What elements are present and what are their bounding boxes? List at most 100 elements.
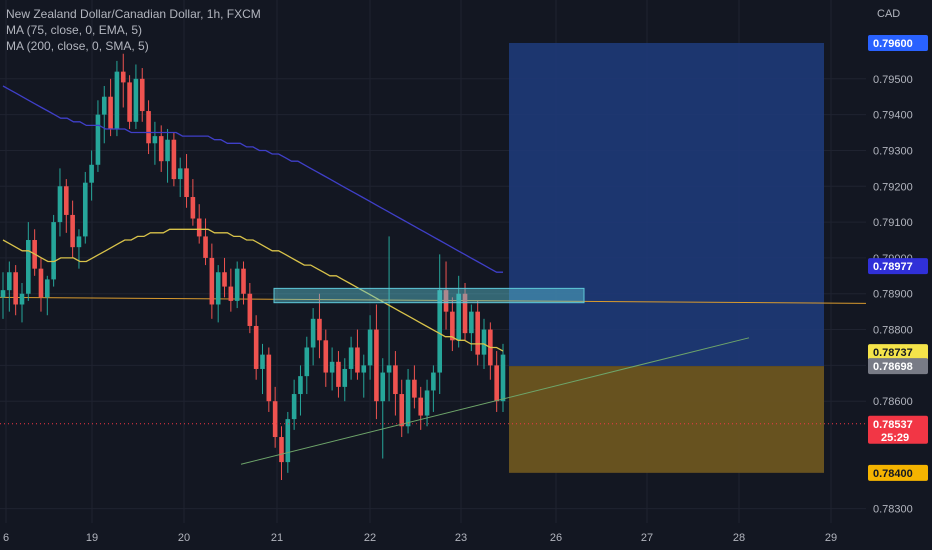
y-tick-label: 0.78900 bbox=[873, 289, 913, 301]
x-tick-label: 29 bbox=[825, 532, 837, 544]
candle-body bbox=[127, 82, 132, 122]
candle-body bbox=[222, 272, 227, 287]
price-tag-text: 0.78977 bbox=[873, 261, 913, 273]
candle-body bbox=[342, 368, 348, 387]
candle-body bbox=[481, 329, 487, 355]
candle-body bbox=[443, 290, 449, 312]
chart-legend: New Zealand Dollar/Canadian Dollar, 1h, … bbox=[6, 6, 261, 54]
price-tag-text: 0.78537 bbox=[873, 419, 913, 431]
candle-body bbox=[215, 272, 221, 305]
candle-body bbox=[469, 311, 474, 334]
y-tick-label: 0.79400 bbox=[873, 110, 913, 122]
candle-body bbox=[7, 272, 12, 291]
candle-body bbox=[101, 96, 107, 115]
candle-body bbox=[285, 419, 291, 463]
candle-body bbox=[456, 293, 461, 341]
candle-body bbox=[139, 78, 145, 112]
x-tick-label: 21 bbox=[271, 532, 283, 544]
candle-body bbox=[133, 78, 139, 122]
price-tag-target bbox=[868, 34, 928, 51]
candle-body bbox=[57, 186, 63, 223]
x-tick-label: 20 bbox=[178, 532, 190, 544]
candle-body bbox=[424, 390, 430, 416]
candle-body bbox=[63, 186, 69, 215]
candle-body bbox=[26, 240, 31, 294]
y-tick-label: 0.78800 bbox=[873, 325, 913, 337]
price-tag-text: 0.78737 bbox=[873, 347, 913, 359]
price-tag-ma75 bbox=[868, 344, 928, 361]
symbol-title: New Zealand Dollar/Canadian Dollar, 1h, … bbox=[6, 7, 261, 21]
price-tag-text: 0.79600 bbox=[873, 38, 913, 50]
target-zone bbox=[509, 42, 824, 367]
x-tick-label: 6 bbox=[3, 532, 9, 544]
ma200-line bbox=[2, 85, 503, 273]
candle-body bbox=[475, 311, 480, 355]
candle-body bbox=[19, 293, 25, 305]
price-tag-text: 0.78698 bbox=[873, 361, 913, 373]
y-tick-label: 0.79100 bbox=[873, 217, 913, 229]
candle-body bbox=[114, 71, 120, 129]
y-tick-label: 0.79200 bbox=[873, 181, 913, 193]
candle-body bbox=[196, 218, 202, 237]
candle-body bbox=[203, 236, 208, 258]
candle-body bbox=[253, 325, 259, 369]
y-tick-label: 0.79500 bbox=[873, 74, 913, 86]
candle-body bbox=[272, 401, 278, 438]
x-tick-label: 22 bbox=[364, 532, 376, 544]
x-tick-label: 26 bbox=[550, 532, 562, 544]
y-tick-label: 0.78300 bbox=[873, 504, 913, 516]
candle-body bbox=[108, 96, 113, 129]
candle-body bbox=[399, 394, 405, 427]
ma200-legend: MA (200, close, 0, SMA, 5) bbox=[6, 39, 149, 53]
x-tick-label: 23 bbox=[455, 532, 467, 544]
resistance-box bbox=[273, 287, 585, 304]
candle-body bbox=[355, 347, 360, 373]
price-tag-text: 0.78400 bbox=[873, 468, 913, 480]
candle-body bbox=[418, 397, 424, 416]
candle-body bbox=[298, 376, 303, 395]
candle-body bbox=[152, 136, 158, 144]
candle-body bbox=[494, 365, 499, 402]
candle-body bbox=[304, 347, 310, 377]
y-tick-label: 0.79300 bbox=[873, 145, 913, 157]
horizontal-line bbox=[0, 296, 867, 304]
candle-body bbox=[13, 272, 18, 305]
stop-zone bbox=[509, 366, 824, 473]
candle-body bbox=[266, 354, 272, 402]
candle-body bbox=[386, 365, 392, 373]
ma75-line bbox=[2, 228, 504, 352]
y-tick-label: 0.78600 bbox=[873, 396, 913, 408]
candle-body bbox=[158, 136, 164, 162]
candle-body bbox=[367, 329, 373, 366]
candle-body bbox=[51, 222, 56, 280]
candle-body bbox=[247, 293, 253, 326]
price-tag-current bbox=[868, 415, 928, 444]
candle-body bbox=[336, 361, 341, 387]
candle-body bbox=[431, 372, 436, 391]
candle-body bbox=[209, 257, 215, 305]
candle-body bbox=[45, 279, 50, 298]
price-tag-stop bbox=[868, 464, 928, 481]
candle-body bbox=[380, 372, 386, 402]
candle-body bbox=[165, 139, 170, 162]
candle-body bbox=[89, 164, 94, 183]
candle-body bbox=[177, 168, 183, 180]
candle-body bbox=[437, 290, 443, 373]
x-tick-label: 19 bbox=[86, 532, 98, 544]
candle-body bbox=[146, 111, 151, 144]
currency-label: CAD bbox=[877, 8, 900, 20]
candle-body bbox=[171, 139, 177, 180]
candle-body bbox=[95, 114, 101, 165]
candle-body bbox=[323, 340, 329, 373]
candle-body bbox=[450, 311, 455, 341]
candle-body bbox=[348, 347, 354, 369]
candle-body bbox=[76, 236, 82, 248]
candle-body bbox=[374, 329, 379, 402]
price-tag-ma200 bbox=[868, 258, 928, 275]
price-countdown: 25:29 bbox=[881, 432, 909, 444]
x-tick-label: 27 bbox=[641, 532, 653, 544]
candle-body bbox=[228, 286, 234, 301]
candle-body bbox=[291, 394, 297, 420]
